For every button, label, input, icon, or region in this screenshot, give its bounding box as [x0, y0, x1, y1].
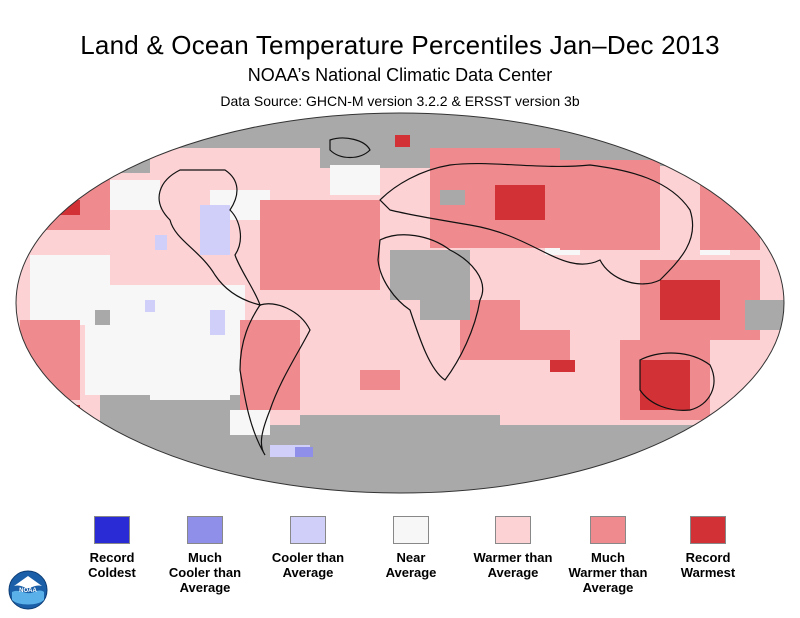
legend-label-cooler: Cooler than Average	[271, 550, 345, 580]
antarctic-no-data	[16, 425, 784, 493]
legend-label-warmer: Warmer than Average	[473, 550, 553, 580]
legend-much-warmer: Much Warmer than Average	[553, 516, 663, 595]
legend-label-much-cooler: Much Cooler than Average	[168, 550, 242, 595]
swatch-record-warmest	[690, 516, 726, 544]
globe-outline	[15, 112, 785, 494]
legend-cooler: Cooler than Average	[253, 516, 363, 580]
central-asia-record-warm	[495, 185, 545, 220]
swatch-much-warmer	[590, 516, 626, 544]
map-title: Land & Ocean Temperature Percentiles Jan…	[80, 30, 720, 60]
logo-text: NOAA	[19, 588, 37, 594]
legend-record-warmest: Record Warmest	[653, 516, 763, 580]
legend-label-near-average: Near Average	[385, 550, 437, 580]
map-subtitle: NOAA’s National Climatic Data Center	[247, 65, 553, 85]
legend-much-cooler: Much Cooler than Average	[150, 516, 260, 595]
swatch-much-cooler	[187, 516, 223, 544]
noaa-logo-icon: NOAA	[8, 570, 48, 610]
legend-label-record-coldest: Record Coldest	[88, 550, 136, 580]
legend-record-coldest: Record Coldest	[57, 516, 167, 580]
swatch-near-average	[393, 516, 429, 544]
world-map	[15, 112, 785, 494]
north-america-cooler	[200, 205, 230, 255]
legend-label-record-warmest: Record Warmest	[680, 550, 736, 580]
legend-near-average: Near Average	[356, 516, 466, 580]
swatch-cooler	[290, 516, 326, 544]
legend-warmer: Warmer than Average	[458, 516, 568, 580]
data-source: Data Source: GHCN-M version 3.2.2 & ERSS…	[220, 93, 580, 109]
legend-label-much-warmer: Much Warmer than Average	[568, 550, 648, 595]
swatch-warmer	[495, 516, 531, 544]
swatch-record-coldest	[94, 516, 130, 544]
atlantic-much-warmer	[260, 200, 380, 290]
coastlines	[158, 137, 715, 456]
